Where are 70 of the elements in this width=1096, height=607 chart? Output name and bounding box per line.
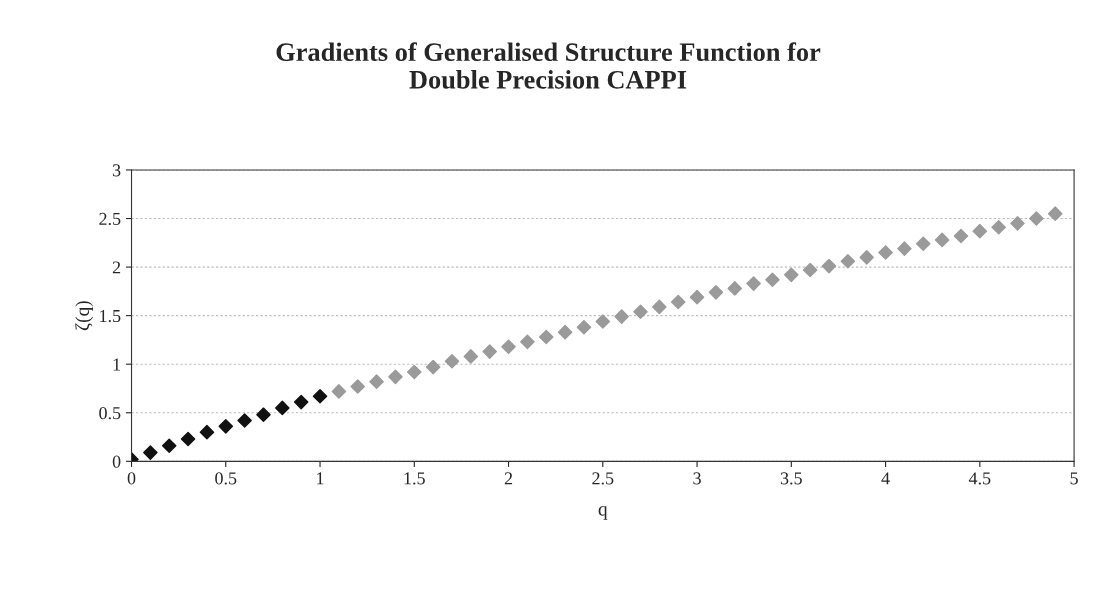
point — [953, 228, 969, 244]
y-tick-label: 0 — [112, 455, 121, 468]
point — [802, 262, 818, 278]
x-tick-label: 4 — [881, 472, 890, 485]
x-tick-label: 1.5 — [404, 472, 425, 485]
point — [897, 241, 912, 256]
point — [595, 314, 611, 329]
point — [463, 349, 479, 364]
x-tick-label: 0.5 — [215, 472, 237, 485]
y-axis-title: ζ(q) — [75, 301, 93, 331]
point — [1010, 216, 1025, 231]
point — [746, 276, 761, 291]
point — [161, 438, 177, 454]
point — [444, 354, 460, 369]
point — [633, 304, 648, 320]
point — [859, 250, 874, 265]
point — [708, 285, 724, 300]
y-tick-label: 2.5 — [99, 212, 121, 226]
y-tick-label: 3 — [112, 164, 121, 177]
point — [388, 369, 403, 385]
x-tick-label: 3.5 — [780, 472, 802, 485]
point — [369, 374, 384, 389]
point — [1047, 206, 1063, 221]
point — [256, 407, 271, 422]
point — [557, 324, 573, 340]
y-tick-label: 0.5 — [99, 407, 121, 420]
point — [878, 245, 893, 260]
point — [538, 329, 554, 345]
point — [991, 219, 1006, 235]
point — [727, 281, 743, 296]
point — [576, 320, 592, 335]
point — [784, 267, 799, 283]
point — [407, 364, 422, 380]
point — [915, 236, 931, 252]
point — [670, 294, 686, 310]
y-tick-label: 2 — [112, 261, 121, 274]
point — [501, 339, 516, 355]
point — [934, 232, 950, 248]
point — [350, 379, 366, 394]
point — [293, 394, 309, 410]
point — [652, 299, 667, 315]
point — [275, 400, 290, 416]
point — [765, 272, 780, 287]
point — [972, 223, 988, 239]
x-tick-label: 1 — [317, 472, 324, 485]
point — [180, 431, 196, 447]
point — [1029, 211, 1044, 226]
point — [425, 359, 441, 375]
point — [520, 334, 535, 350]
x-tick-label: 2.5 — [592, 472, 614, 485]
point — [199, 424, 215, 440]
point — [821, 258, 837, 274]
x-tick-label: 3 — [693, 472, 701, 485]
point — [689, 289, 705, 305]
y-tick-label: 1 — [113, 358, 121, 371]
point — [482, 344, 497, 359]
x-tick-label: 4.5 — [968, 472, 991, 485]
y-tick-label: 1.5 — [100, 309, 121, 323]
x-tick-label: 5 — [1070, 472, 1078, 485]
point — [614, 309, 629, 324]
chart-title: Gradients of Generalised Structure Function for Double Precision CAPPI — [276, 42, 821, 89]
point — [312, 388, 328, 404]
point — [143, 445, 158, 460]
point — [237, 413, 252, 428]
point — [218, 419, 234, 434]
point — [331, 384, 347, 399]
x-tick-label: 2 — [504, 472, 513, 485]
x-axis-title: q — [598, 506, 608, 520]
point — [840, 253, 856, 269]
x-tick-label: 0 — [127, 472, 136, 485]
